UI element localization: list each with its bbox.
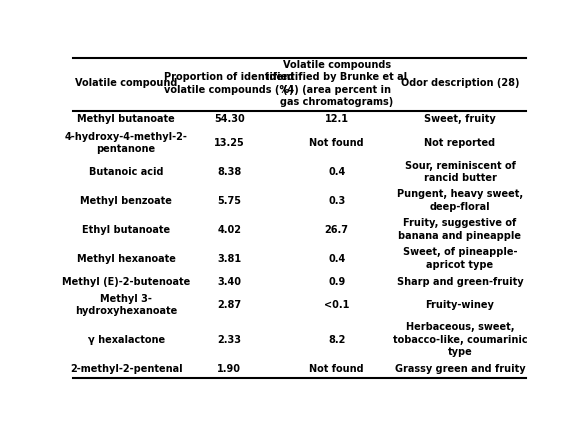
Text: Not reported: Not reported <box>425 138 496 148</box>
Text: Methyl butanoate: Methyl butanoate <box>77 114 175 125</box>
Text: 4-hydroxy-4-methyl-2-
pentanone: 4-hydroxy-4-methyl-2- pentanone <box>65 131 187 154</box>
Text: 0.4: 0.4 <box>328 167 345 177</box>
Text: Sweet, of pineapple-
apricot type: Sweet, of pineapple- apricot type <box>403 247 517 270</box>
Text: Not found: Not found <box>310 364 364 374</box>
Text: γ hexalactone: γ hexalactone <box>88 335 165 345</box>
Text: 0.3: 0.3 <box>328 196 345 206</box>
Text: 13.25: 13.25 <box>214 138 245 148</box>
Text: 8.2: 8.2 <box>328 335 345 345</box>
Text: Proportion of identified
volatile compounds (%): Proportion of identified volatile compou… <box>164 72 294 95</box>
Text: Not found: Not found <box>310 138 364 148</box>
Text: Methyl 3-
hydroxyhexanoate: Methyl 3- hydroxyhexanoate <box>75 294 178 316</box>
Text: Fruity, suggestive of
banana and pineapple: Fruity, suggestive of banana and pineapp… <box>398 218 522 241</box>
Text: Volatile compound: Volatile compound <box>75 78 178 89</box>
Text: Volatile compounds
identified by Brunke et al
(4) (area percent in
gas chromatog: Volatile compounds identified by Brunke … <box>266 60 407 107</box>
Text: 54.30: 54.30 <box>214 114 245 125</box>
Text: Methyl benzoate: Methyl benzoate <box>80 196 172 206</box>
Text: Sharp and green-fruity: Sharp and green-fruity <box>397 277 523 287</box>
Text: 2.87: 2.87 <box>217 300 241 310</box>
Text: 2.33: 2.33 <box>217 335 241 345</box>
Text: 0.9: 0.9 <box>328 277 345 287</box>
Text: 8.38: 8.38 <box>217 167 241 177</box>
Text: 5.75: 5.75 <box>217 196 241 206</box>
Text: Butanoic acid: Butanoic acid <box>89 167 164 177</box>
Text: Methyl hexanoate: Methyl hexanoate <box>77 254 176 264</box>
Text: Methyl (E)-2-butenoate: Methyl (E)-2-butenoate <box>62 277 190 287</box>
Text: <0.1: <0.1 <box>324 300 349 310</box>
Text: Odor description (28): Odor description (28) <box>401 78 519 89</box>
Text: Fruity-winey: Fruity-winey <box>426 300 495 310</box>
Text: 12.1: 12.1 <box>325 114 349 125</box>
Text: 2-methyl-2-pentenal: 2-methyl-2-pentenal <box>70 364 182 374</box>
Text: 4.02: 4.02 <box>217 225 241 235</box>
Text: Sour, reminiscent of
rancid butter: Sour, reminiscent of rancid butter <box>405 160 516 183</box>
Text: Ethyl butanoate: Ethyl butanoate <box>82 225 171 235</box>
Text: 26.7: 26.7 <box>325 225 349 235</box>
Text: Sweet, fruity: Sweet, fruity <box>424 114 496 125</box>
Text: 0.4: 0.4 <box>328 254 345 264</box>
Text: 3.40: 3.40 <box>217 277 241 287</box>
Text: Grassy green and fruity: Grassy green and fruity <box>395 364 525 374</box>
Text: 1.90: 1.90 <box>217 364 241 374</box>
Text: Herbaceous, sweet,
tobacco-like, coumarinic
type: Herbaceous, sweet, tobacco-like, coumari… <box>392 322 527 357</box>
Text: Pungent, heavy sweet,
deep-floral: Pungent, heavy sweet, deep-floral <box>397 190 523 212</box>
Text: 3.81: 3.81 <box>217 254 241 264</box>
